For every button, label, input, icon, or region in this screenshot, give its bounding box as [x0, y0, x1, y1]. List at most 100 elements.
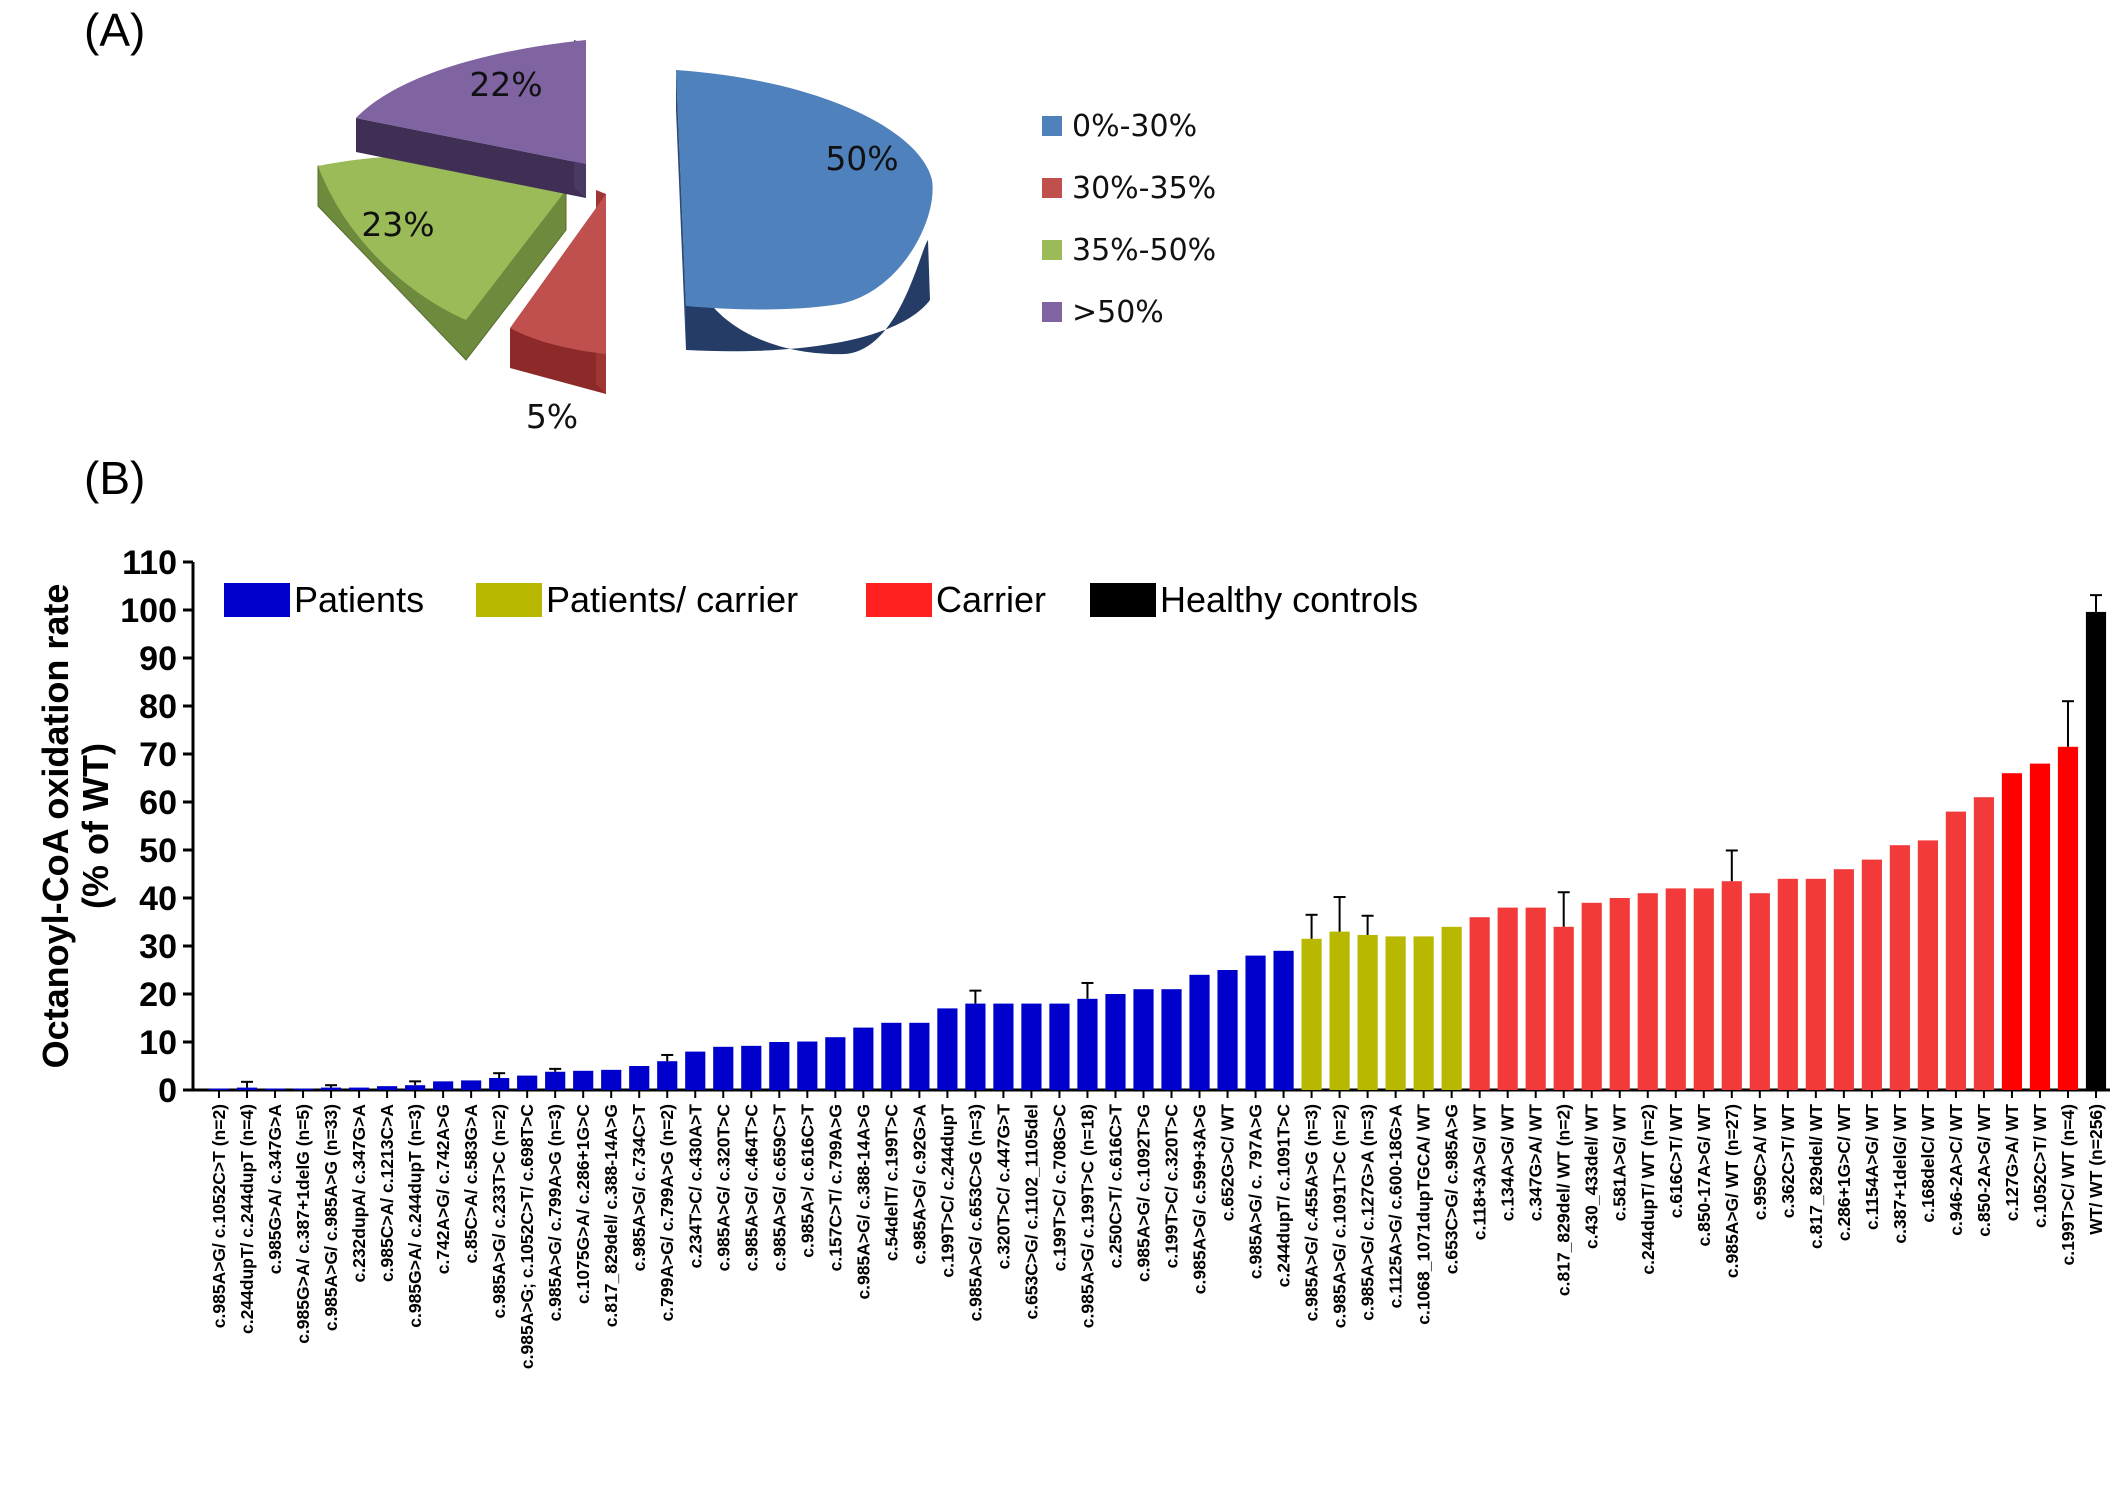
- x-tick-label: c.850-2A>G/ WT: [1974, 1104, 1994, 1237]
- bar: [320, 1087, 342, 1090]
- pie-slice-30-35: [510, 194, 606, 354]
- x-tick-label: c.985A>G/ c.599+3A>G: [1190, 1104, 1210, 1294]
- x-tick-label: c.199T>C/ c.320T>C: [1162, 1104, 1182, 1269]
- x-tick-label: c.581A>G/ WT: [1610, 1104, 1630, 1222]
- x-tick-label: c.985A>G/ c.1091T>C (n=2): [1330, 1104, 1350, 1328]
- bar: [741, 1045, 762, 1090]
- bar: [713, 1046, 734, 1090]
- x-tick-label: c.817_829del/ WT: [1806, 1104, 1826, 1249]
- bar: [517, 1075, 538, 1090]
- y-tick-label: 0: [158, 1072, 177, 1110]
- bar: [1665, 888, 1686, 1090]
- bar: [1441, 926, 1462, 1090]
- bar: [1021, 1003, 1042, 1090]
- bar: [1161, 989, 1182, 1090]
- x-tick-label: c.286+1G>C/ WT: [1834, 1104, 1854, 1241]
- x-tick-label: c.320T>C/ c.447G>T: [993, 1104, 1013, 1270]
- x-tick-label: c.430_433del/ WT: [1582, 1104, 1602, 1249]
- bar-chart-bars: [208, 594, 2107, 1090]
- pie-legend-label-30-35: 30%-35%: [1072, 171, 1216, 206]
- bar: [2001, 773, 2023, 1090]
- x-tick-label: c.985G>A/ c.244dupT (n=3): [405, 1104, 425, 1328]
- x-tick-label: c.1125A>G/ c.600-18G>A: [1386, 1104, 1406, 1309]
- y-tick-label: 100: [120, 592, 177, 630]
- bar: [1105, 994, 1126, 1090]
- x-tick-label: c.985A>G/ c.985A>G (n=33): [321, 1104, 341, 1331]
- x-tick-label: c.985G>A/ c.387+1delG (n=5): [293, 1104, 313, 1344]
- x-tick-label: c.985A>G/ c.320T>C: [713, 1104, 733, 1272]
- x-tick-label: c.54delT/ c.199T>C: [881, 1104, 901, 1261]
- x-tick-label: c.985A>G/ c.464T>C: [741, 1104, 761, 1272]
- x-tick-label: c.157C>T/ c.799A>G: [825, 1104, 845, 1271]
- x-tick-label: c.1075G>A/ c.286+1G>C: [573, 1104, 593, 1304]
- bar: [1049, 1003, 1070, 1090]
- legend-swatch-patients-carrier: [476, 583, 542, 617]
- legend-label-carrier: Carrier: [936, 579, 1046, 620]
- bar: [1609, 898, 1630, 1090]
- bar: [993, 1003, 1014, 1090]
- x-tick-label: c.347G>A/ WT: [1526, 1104, 1546, 1222]
- legend-label-patients: Patients: [294, 579, 424, 620]
- bar: [1273, 950, 1294, 1090]
- y-tick-label: 20: [139, 976, 177, 1014]
- bar: [1805, 878, 1826, 1090]
- x-tick-label: c.85C>A/ c.583G>A: [461, 1104, 481, 1264]
- y-tick-label: 90: [139, 640, 177, 678]
- x-tick-label: c.362C>T/ WT: [1778, 1104, 1798, 1219]
- y-tick-label: 40: [139, 880, 177, 918]
- pie-label-50: 22%: [469, 65, 542, 104]
- pie-legend-swatch-35-50: [1042, 240, 1062, 260]
- y-axis-title: Octanoyl-CoA oxidation rate(% of WT): [35, 584, 116, 1069]
- x-tick-label: c.985G>A/ c.347G>A: [265, 1104, 285, 1275]
- x-tick-label: c.127G>A/ WT: [2002, 1104, 2022, 1222]
- y-tick-label: 50: [139, 832, 177, 870]
- bar: [236, 1087, 258, 1090]
- bar: [208, 1088, 230, 1090]
- bar-chart-legend: Patients Patients/ carrier Carrier Healthy …: [224, 579, 1418, 620]
- x-tick-label: c.985A>G; c.1052C>T/ c.698T>C: [517, 1104, 537, 1369]
- bar: [489, 1078, 510, 1090]
- x-tick-label: c.244dupT/ c.244dupT (n=4): [237, 1104, 257, 1334]
- pie-legend-swatch-0-30: [1042, 116, 1062, 136]
- legend-swatch-patients: [224, 583, 290, 617]
- bar: [629, 1066, 650, 1090]
- x-tick-label: c.985A>G/ c.659C>T: [769, 1104, 789, 1272]
- x-tick-label: c.850-17A>G/ WT: [1694, 1104, 1714, 1247]
- bar: [797, 1041, 818, 1090]
- x-tick-label: c.985A>G/ c.388-14A>G: [853, 1104, 873, 1300]
- x-tick-label: c.1154A>G/ WT: [1862, 1104, 1882, 1230]
- pie-label-35-50: 23%: [361, 205, 434, 244]
- bar: [1525, 907, 1546, 1090]
- pie-chart: [317, 40, 933, 394]
- legend-label-patients-carrier: Patients/ carrier: [546, 579, 798, 620]
- bar: [573, 1070, 594, 1090]
- x-tick-label: c.985A>/ c.616C>T: [797, 1104, 817, 1258]
- bar: [1245, 955, 1266, 1090]
- x-tick-label: c.118+3A>G/ WT: [1470, 1104, 1490, 1240]
- panel-b-label: (B): [84, 452, 145, 504]
- panel-a-label: (A): [84, 4, 145, 56]
- x-tick-label: c.985A>G/ c.1092T>G: [1133, 1104, 1153, 1282]
- x-tick-label: c.985A>G/ c. 797A>G: [1246, 1104, 1266, 1279]
- x-tick-label: c.199T>C/ c.244dupT: [937, 1104, 957, 1278]
- bar: [461, 1080, 482, 1090]
- bar: [685, 1051, 706, 1090]
- y-tick-label: 30: [139, 928, 177, 966]
- x-tick-label: c.232dupA/ c.347G>A: [349, 1104, 369, 1283]
- bar: [2029, 763, 2051, 1090]
- x-tick-label: c.199T>C/ WT (n=4): [2058, 1104, 2078, 1265]
- x-tick-label: c.985A>G/ c.92G>A: [909, 1104, 929, 1265]
- x-tick-label: c.985A>G/ c.233T>C (n=2): [489, 1104, 509, 1319]
- x-tick-label: c.817_829del/ WT (n=2): [1554, 1104, 1574, 1296]
- x-tick-label: c.799A>G/ c.799A>G (n=2): [657, 1104, 677, 1321]
- bar: [1917, 840, 1938, 1090]
- bar: [1749, 893, 1770, 1090]
- bar: [1301, 938, 1322, 1090]
- pie-slice-side-0-30: [686, 240, 930, 355]
- pie-slice-side-gt50: [356, 118, 586, 198]
- x-tick-label: c.387+1delG/ WT: [1890, 1104, 1910, 1244]
- x-tick-label: WT/ WT (n=256): [2086, 1104, 2106, 1235]
- bar: [1217, 970, 1238, 1090]
- pie-slice-side-30-35: [510, 328, 606, 394]
- x-tick-label: c.244dupT/ WT (n=2): [1638, 1104, 1658, 1275]
